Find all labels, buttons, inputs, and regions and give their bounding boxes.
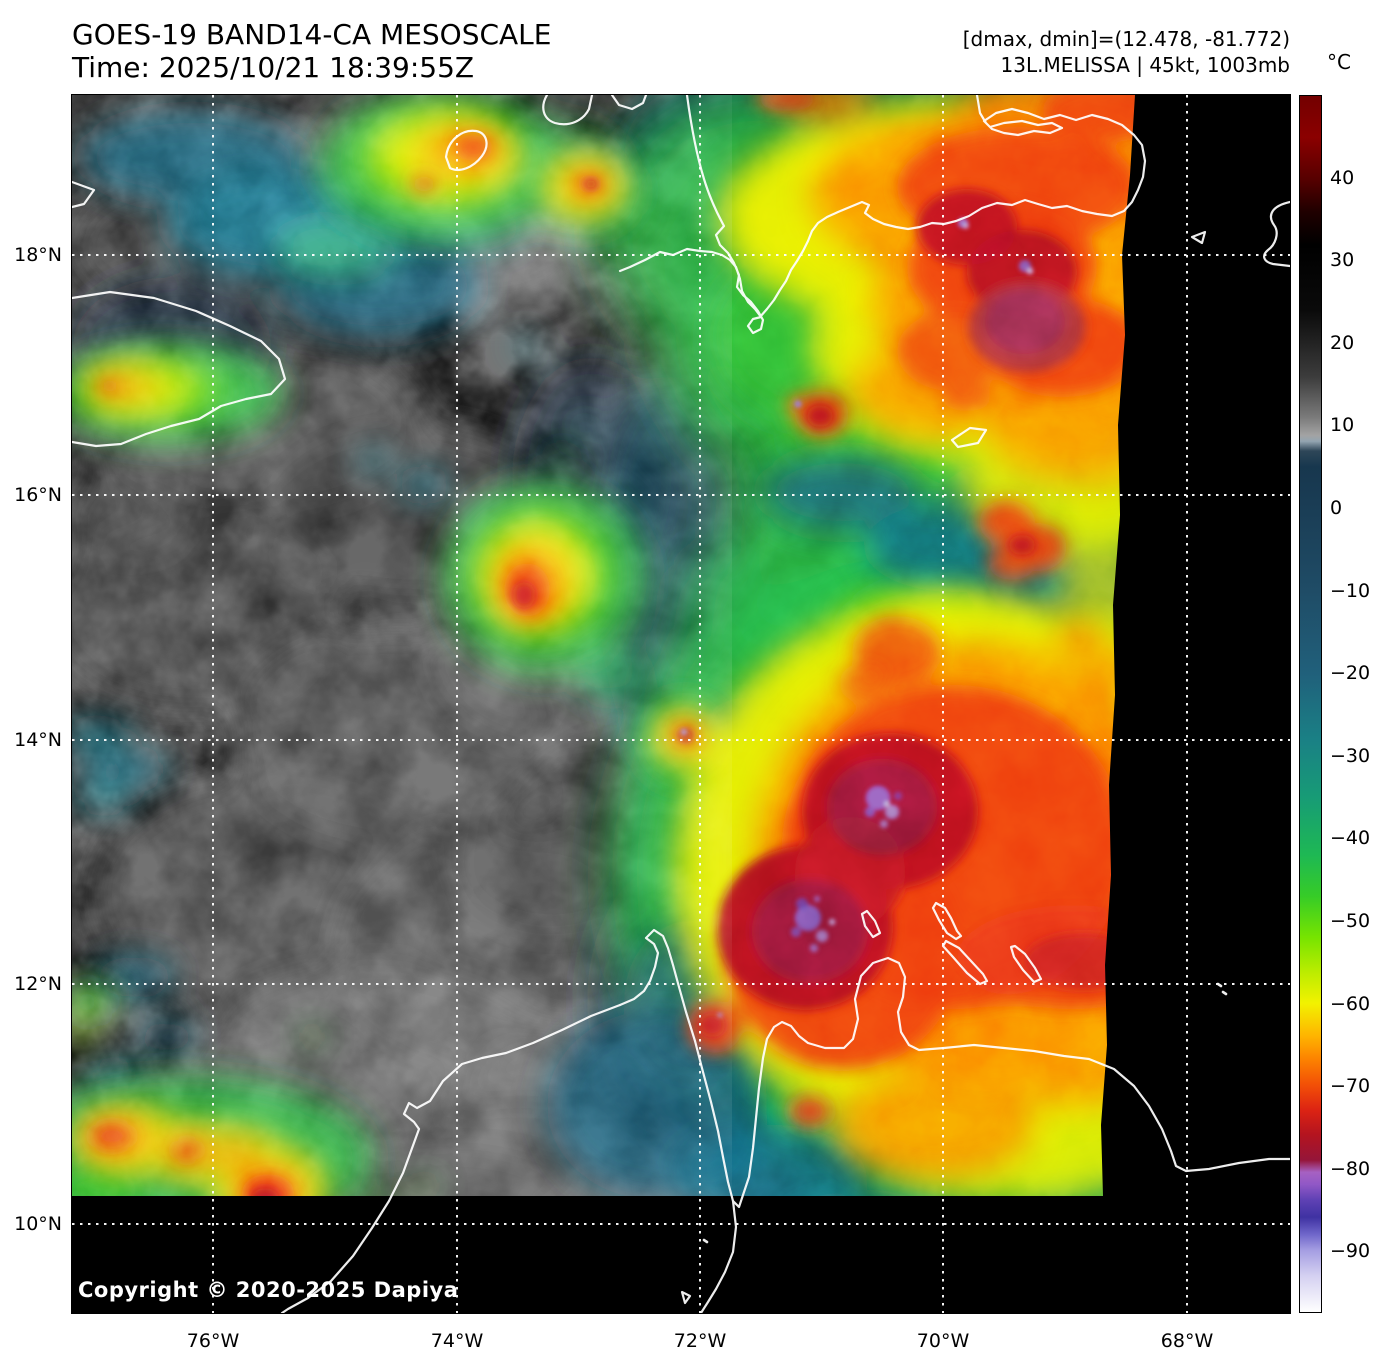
colorbar-tick-0: 0 xyxy=(1330,497,1343,519)
copyright-label: Copyright © 2020-2025 Dapiya xyxy=(78,1278,459,1302)
coastline-islet xyxy=(1009,944,1043,984)
colorbar-tick-20: 20 xyxy=(1330,332,1355,354)
graticule xyxy=(72,95,1290,1313)
colorbar-tick-m10: −10 xyxy=(1330,580,1371,602)
lon-label-76w: 76°W xyxy=(186,1330,240,1352)
coastline-bonaire xyxy=(941,939,989,986)
dmax-dmin-readout: [dmax, dmin]=(12.478, -81.772) xyxy=(962,27,1290,51)
lon-label-70w: 70°W xyxy=(916,1330,970,1352)
colorbar-tick-m80: −80 xyxy=(1330,1158,1371,1180)
lat-label-12n: 12°N xyxy=(14,973,62,995)
colorbar-tick-m60: −60 xyxy=(1330,993,1371,1015)
figure-title: GOES-19 BAND14-CA MESOSCALE xyxy=(72,18,552,51)
coastline-aruba xyxy=(860,909,882,939)
coastline-curacao xyxy=(931,901,963,941)
coastline-lake-maracaibo xyxy=(699,1199,738,1313)
coastline-hispaniola-south xyxy=(758,95,1147,319)
colorbar xyxy=(1299,95,1322,1313)
coastline-puerto-rico-edge xyxy=(1263,200,1290,268)
figure-timestamp: Time: 2025/10/21 18:39:55Z xyxy=(72,51,475,84)
lon-label-68w: 68°W xyxy=(1160,1330,1214,1352)
coastline-colombia xyxy=(280,1003,622,1313)
lon-label-74w: 74°W xyxy=(430,1330,484,1352)
colorbar-tick-m40: −40 xyxy=(1330,827,1371,849)
coastline-jamaica xyxy=(72,290,287,448)
colorbar-tick-40: 40 xyxy=(1330,167,1355,189)
colorbar-tick-m20: −20 xyxy=(1330,662,1371,684)
lon-label-72w: 72°W xyxy=(673,1330,727,1352)
coastline-gonave-island xyxy=(950,426,988,449)
map-canvas: Copyright © 2020-2025 Dapiya xyxy=(71,94,1291,1314)
colorbar-tick-m70: −70 xyxy=(1330,1075,1371,1097)
colorbar-tick-30: 30 xyxy=(1330,249,1355,271)
coastline-mona-island xyxy=(1190,230,1207,245)
colorbar-tick-m30: −30 xyxy=(1330,745,1371,767)
colorbar-tick-m50: −50 xyxy=(1330,910,1371,932)
colorbar-tick-10: 10 xyxy=(1330,414,1355,436)
lat-label-14n: 14°N xyxy=(14,729,62,751)
colorbar-tick-m90: −90 xyxy=(1330,1240,1371,1262)
coastline-venezuela xyxy=(618,928,1290,1209)
lat-label-18n: 18°N xyxy=(14,244,62,266)
colorbar-unit-label: °C xyxy=(1327,50,1351,74)
lat-label-10n: 10°N xyxy=(14,1213,62,1235)
coastline-cuba-fragment xyxy=(542,95,594,126)
coastline-haiti-west xyxy=(618,95,765,335)
storm-info-label: 13L.MELISSA | 45kt, 1003mb xyxy=(1000,53,1290,77)
satellite-image xyxy=(72,95,1290,1313)
lat-label-16n: 16°N xyxy=(14,484,62,506)
